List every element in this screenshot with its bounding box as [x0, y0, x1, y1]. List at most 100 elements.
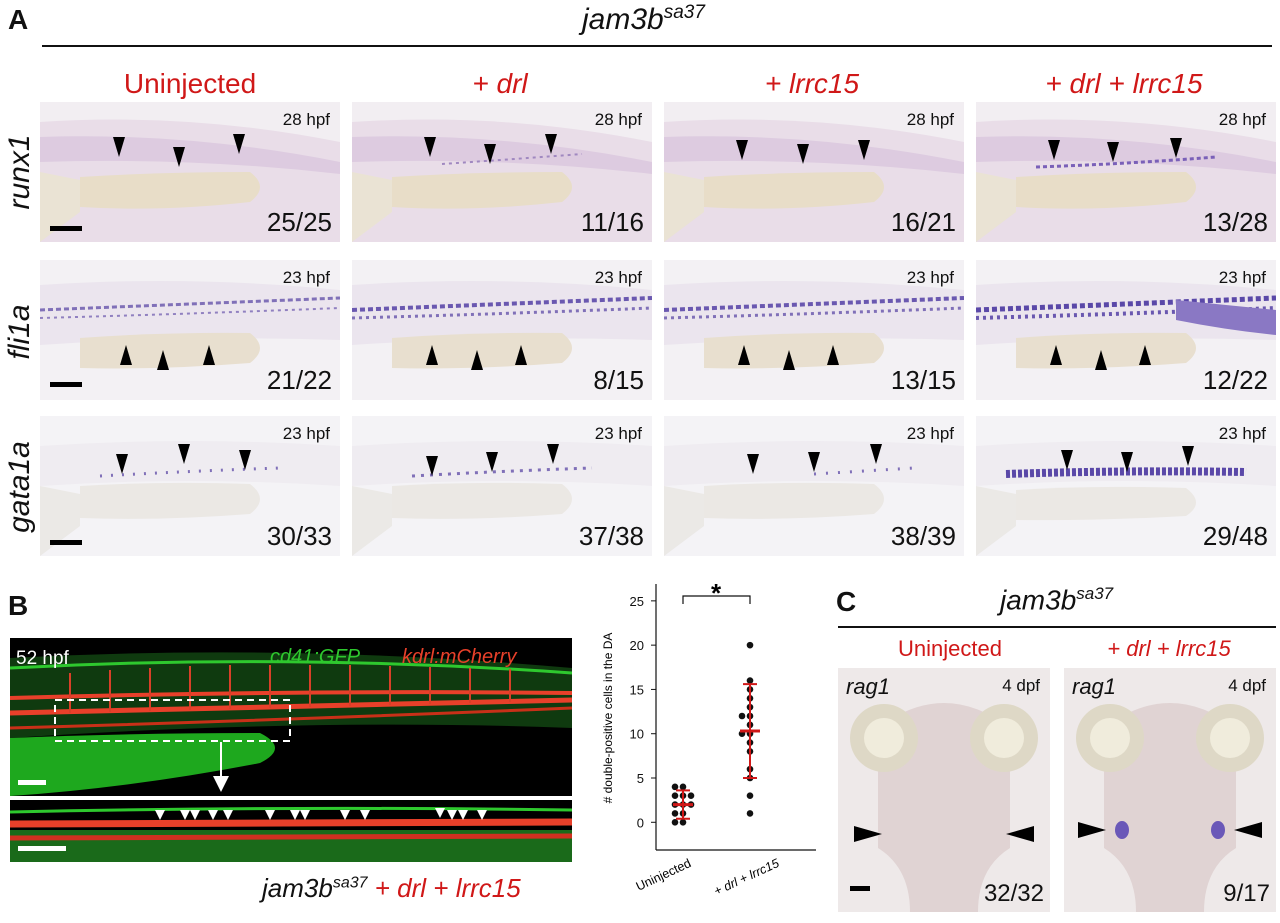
embryo-image	[664, 102, 964, 242]
image-rag1-uninjected: rag1 4 dpf 32/32	[838, 668, 1050, 912]
count-label: 30/33	[266, 521, 332, 551]
probe-label: rag1	[846, 674, 891, 699]
embryo-image	[976, 416, 1276, 556]
head-image	[838, 668, 1050, 912]
caption-allele: sa37	[332, 874, 368, 892]
data-point	[746, 641, 754, 649]
panel-b-caption: jam3bsa37 + drl + lrrc15	[262, 873, 521, 904]
stage-label: 23 hpf	[282, 268, 330, 287]
data-point	[671, 810, 679, 817]
caption-injection: + drl + lrrc15	[374, 873, 521, 903]
stage-label: 28 hpf	[1218, 110, 1266, 129]
data-point	[746, 792, 754, 800]
image-runx1-drl: 28 hpf 11/16	[352, 102, 652, 242]
count-label: 11/16	[580, 207, 644, 237]
count-label: 21/22	[266, 365, 332, 395]
stage-label: 4 dpf	[1228, 676, 1266, 695]
image-gata1a-drl-lrrc15: 23 hpf 29/48	[976, 416, 1276, 556]
data-point	[671, 792, 679, 800]
panel-c-letter: C	[836, 586, 857, 617]
row-label-gata1a: gata1a	[3, 441, 36, 533]
panel-a-genotype-title: jam3bsa37	[582, 2, 705, 37]
y-tick-label: 5	[637, 771, 644, 786]
image-fli1a-drl-lrrc15: 23 hpf 12/22	[976, 260, 1276, 400]
label-cd41-gfp: cd41:GFP	[270, 646, 361, 668]
embryo-image	[352, 260, 652, 400]
fluorescence-zoom	[10, 806, 572, 862]
y-tick-label: 10	[630, 727, 644, 742]
count-label: 25/25	[266, 207, 332, 237]
embryo-image	[976, 102, 1276, 242]
label-kdrl-mcherry: kdrl:mCherry	[402, 646, 517, 668]
count-label: 37/38	[578, 521, 644, 551]
panel-a-title-rule	[42, 45, 1272, 47]
column-header-uninjected: Uninjected	[123, 68, 257, 99]
y-ticks: 0 5 10 15 20 25	[630, 594, 656, 830]
embryo-image	[352, 102, 652, 242]
error-bars	[673, 683, 760, 820]
count-label: 9/17	[1223, 880, 1270, 907]
embryo-image	[352, 416, 652, 556]
panel-b-letter: B	[8, 590, 29, 621]
count-label: 29/48	[1202, 521, 1268, 551]
image-gata1a-uninjected: 23 hpf 30/33	[40, 416, 340, 556]
image-fli1a-drl: 23 hpf 8/15	[352, 260, 652, 400]
category-label-uninjected: Uninjected	[634, 856, 693, 894]
significance-bracket	[682, 595, 751, 604]
data-point	[746, 677, 754, 684]
stage-label: 28 hpf	[282, 110, 330, 129]
image-fli1a-lrrc15: 23 hpf 13/15	[664, 260, 964, 400]
image-runx1-uninjected: 28 hpf 25/25	[40, 102, 340, 242]
count-label: 13/28	[1202, 207, 1268, 237]
panel-c-column-drl-lrrc15: + drl + lrrc15	[1107, 636, 1231, 661]
column-header-lrrc15: + lrrc15	[764, 68, 860, 99]
y-axis-label: # double-positive cells in the DA	[601, 633, 615, 804]
genotype-allele: sa37	[1076, 584, 1114, 603]
data-point	[679, 818, 687, 826]
panel-c-genotype-title: jam3bsa37	[1000, 584, 1113, 616]
image-runx1-drl-lrrc15: 28 hpf 13/28	[976, 102, 1276, 242]
fluorescence-embryo	[10, 652, 572, 796]
column-header-drl: + drl	[472, 68, 528, 99]
data-point	[671, 783, 679, 791]
row-label-fli1a: fli1a	[3, 304, 36, 360]
count-label: 16/21	[890, 207, 956, 237]
column-header-drl-lrrc15: + drl + lrrc15	[1045, 68, 1203, 99]
genotype-allele: sa37	[663, 2, 705, 23]
stage-label: 23 hpf	[282, 424, 330, 443]
data-point	[671, 818, 679, 826]
scale-bar	[50, 540, 82, 545]
image-fli1a-uninjected: 23 hpf 21/22	[40, 260, 340, 400]
y-tick-label: 20	[630, 638, 644, 653]
stage-label: 23 hpf	[594, 424, 642, 443]
image-gata1a-drl: 23 hpf 37/38	[352, 416, 652, 556]
image-rag1-drl-lrrc15: rag1 4 dpf 9/17	[1064, 668, 1276, 912]
genotype-name: jam3b	[582, 3, 664, 36]
stage-label: 28 hpf	[906, 110, 954, 129]
stage-label: 28 hpf	[594, 110, 642, 129]
data-point	[738, 712, 746, 720]
scale-bar	[50, 226, 82, 231]
fluorescence-image: 52 hpf cd41:GFP kdrl:mCherry	[10, 638, 572, 796]
embryo-image	[664, 260, 964, 400]
image-runx1-lrrc15: 28 hpf 16/21	[664, 102, 964, 242]
row-label-runx1: runx1	[3, 134, 36, 210]
embryo-image	[40, 260, 340, 400]
genotype-name: jam3b	[1000, 584, 1077, 616]
count-label: 8/15	[593, 365, 644, 395]
embryo-image	[976, 260, 1276, 400]
category-label-drl-lrrc15: + drl + lrrc15	[712, 856, 782, 898]
scatter-svg: 0 5 10 15 20 25 * # double-positive cells in …	[601, 578, 816, 898]
head-image	[1064, 668, 1276, 912]
panel-c-title-rule	[838, 626, 1276, 628]
scale-bar	[50, 382, 82, 387]
embryo-image	[664, 416, 964, 556]
stage-label: 4 dpf	[1002, 676, 1040, 695]
stage-label: 23 hpf	[1218, 268, 1266, 287]
stage-label: 23 hpf	[906, 424, 954, 443]
y-tick-label: 15	[630, 682, 644, 697]
stage-label: 23 hpf	[594, 268, 642, 287]
y-tick-label: 0	[637, 815, 644, 830]
caption-gene: jam3b	[262, 873, 333, 903]
embryo-image	[40, 416, 340, 556]
